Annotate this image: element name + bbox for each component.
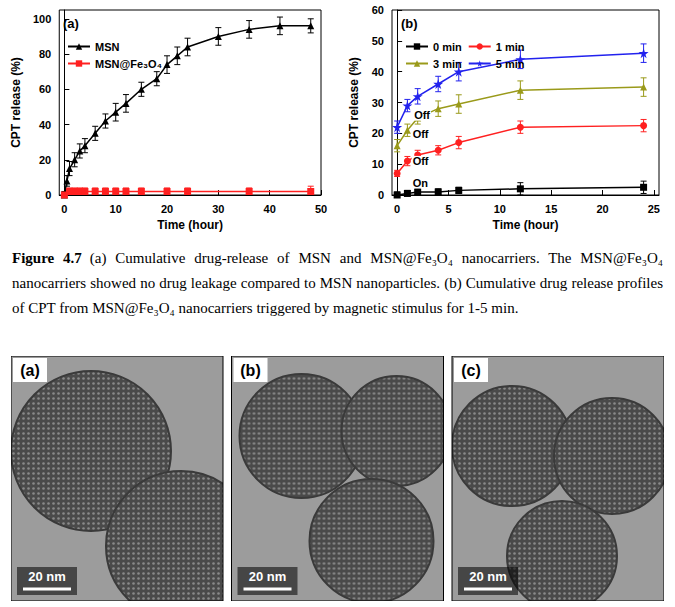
svg-text:25: 25 — [648, 203, 660, 215]
svg-text:20: 20 — [372, 127, 384, 139]
svg-text:(c): (c) — [461, 362, 481, 379]
svg-text:15: 15 — [545, 203, 557, 215]
svg-text:50: 50 — [372, 35, 384, 47]
svg-text:On: On — [413, 177, 429, 189]
svg-text:Time (hour): Time (hour) — [493, 218, 559, 232]
svg-text:0: 0 — [378, 189, 384, 201]
svg-text:0: 0 — [394, 203, 400, 215]
svg-text:20: 20 — [596, 203, 608, 215]
svg-text:5 min: 5 min — [496, 58, 525, 70]
svg-text:Off: Off — [413, 155, 429, 167]
svg-text:20: 20 — [161, 203, 173, 215]
svg-text:Off: Off — [413, 128, 429, 140]
svg-text:0: 0 — [45, 189, 51, 201]
svg-text:40: 40 — [264, 203, 276, 215]
svg-text:20 nm: 20 nm — [469, 569, 507, 584]
svg-text:10: 10 — [372, 158, 384, 170]
svg-text:CPT release (%): CPT release (%) — [347, 57, 361, 148]
svg-text:(a): (a) — [20, 362, 40, 379]
svg-text:60: 60 — [372, 4, 384, 16]
svg-text:20 nm: 20 nm — [249, 569, 287, 584]
svg-text:(a): (a) — [63, 16, 79, 31]
svg-text:(b): (b) — [401, 16, 418, 31]
svg-text:0 min: 0 min — [433, 41, 462, 53]
svg-text:20 nm: 20 nm — [28, 569, 66, 584]
svg-text:20: 20 — [39, 154, 51, 166]
svg-text:5: 5 — [445, 203, 451, 215]
html-text:(a) Cumulative drug-release of: (a) Cumulative drug-release of MSN and M… — [12, 250, 663, 316]
svg-text:MSN: MSN — [95, 41, 120, 53]
svg-text:80: 80 — [39, 48, 51, 60]
svg-text:1 min: 1 min — [496, 41, 525, 53]
svg-text:40: 40 — [39, 119, 51, 131]
svg-text:Off: Off — [414, 109, 430, 121]
svg-text:10: 10 — [494, 203, 506, 215]
svg-text:60: 60 — [39, 83, 51, 95]
svg-text:0: 0 — [61, 203, 67, 215]
svg-text:50: 50 — [315, 203, 327, 215]
svg-text:10: 10 — [110, 203, 122, 215]
svg-text:(b): (b) — [240, 362, 260, 379]
html-text:Figure 4.7: Figure 4.7 — [12, 250, 82, 266]
svg-text:MSN@Fe₃O₄: MSN@Fe₃O₄ — [95, 58, 162, 70]
svg-text:Time (hour): Time (hour) — [157, 218, 223, 232]
svg-text:100: 100 — [33, 13, 51, 25]
svg-text:40: 40 — [372, 66, 384, 78]
svg-text:3 min: 3 min — [433, 58, 462, 70]
svg-text:30: 30 — [372, 97, 384, 109]
svg-text:CPT release (%): CPT release (%) — [9, 57, 23, 148]
svg-text:30: 30 — [212, 203, 224, 215]
